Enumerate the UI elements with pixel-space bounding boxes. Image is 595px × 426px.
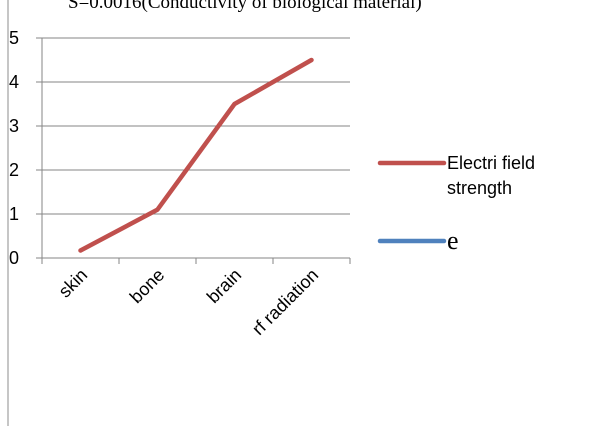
y-tick-label: 0 xyxy=(9,248,19,268)
y-tick-label: 3 xyxy=(9,116,19,136)
axes xyxy=(36,37,351,264)
series-lines xyxy=(78,57,314,253)
y-tick-label: 4 xyxy=(9,72,19,92)
y-tick-label: 2 xyxy=(9,160,19,180)
legend-label: e xyxy=(447,226,459,255)
gridlines xyxy=(42,37,350,215)
chart-caption: S=0.0016(Conductivity of biological mate… xyxy=(68,0,422,13)
x-tick-label: skin xyxy=(55,265,92,302)
legend-label: Electri field xyxy=(447,153,535,173)
y-tick-label: 1 xyxy=(9,204,19,224)
series-line-0 xyxy=(78,57,314,253)
legend-label: strength xyxy=(447,178,512,198)
x-tick-label: rf radiation xyxy=(248,265,322,339)
y-tick-label: 5 xyxy=(9,28,19,48)
x-tick-labels: skin bone brain rf radiation xyxy=(55,265,323,339)
x-tick-label: bone xyxy=(126,265,168,307)
y-tick-labels: 0 1 2 3 4 5 xyxy=(9,28,19,268)
x-tick-label: brain xyxy=(203,265,245,307)
legend: Electri field strength e xyxy=(377,153,535,255)
